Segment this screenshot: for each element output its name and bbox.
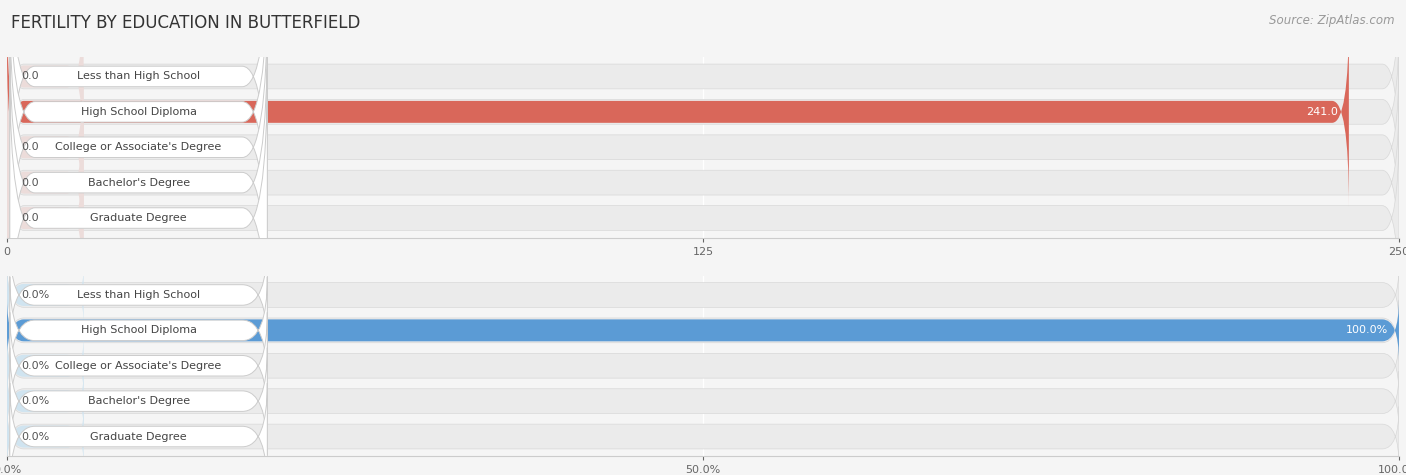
FancyBboxPatch shape: [7, 265, 1399, 325]
FancyBboxPatch shape: [10, 0, 267, 226]
Text: 0.0: 0.0: [21, 213, 38, 223]
FancyBboxPatch shape: [7, 18, 1399, 206]
FancyBboxPatch shape: [7, 123, 83, 313]
FancyBboxPatch shape: [7, 299, 1399, 362]
Text: High School Diploma: High School Diploma: [80, 107, 197, 117]
FancyBboxPatch shape: [10, 0, 267, 296]
Text: 0.0: 0.0: [21, 142, 38, 152]
Text: Graduate Degree: Graduate Degree: [90, 213, 187, 223]
Text: 0.0: 0.0: [21, 71, 38, 82]
Text: 0.0: 0.0: [21, 178, 38, 188]
FancyBboxPatch shape: [7, 89, 1399, 276]
FancyBboxPatch shape: [10, 383, 267, 475]
Text: 0.0%: 0.0%: [21, 361, 49, 371]
FancyBboxPatch shape: [10, 312, 267, 419]
FancyBboxPatch shape: [7, 336, 1399, 396]
FancyBboxPatch shape: [10, 277, 267, 384]
FancyBboxPatch shape: [7, 124, 1399, 312]
FancyBboxPatch shape: [7, 300, 1399, 361]
Text: High School Diploma: High School Diploma: [80, 325, 197, 335]
Text: Less than High School: Less than High School: [77, 71, 200, 82]
FancyBboxPatch shape: [7, 407, 1399, 466]
Text: 0.0%: 0.0%: [21, 396, 49, 406]
Text: Bachelor's Degree: Bachelor's Degree: [87, 396, 190, 406]
FancyBboxPatch shape: [7, 405, 83, 468]
FancyBboxPatch shape: [10, 34, 267, 332]
Text: Graduate Degree: Graduate Degree: [90, 431, 187, 442]
FancyBboxPatch shape: [7, 264, 83, 326]
FancyBboxPatch shape: [7, 371, 1399, 431]
Text: 0.0%: 0.0%: [21, 431, 49, 442]
FancyBboxPatch shape: [7, 54, 1399, 241]
Text: 0.0%: 0.0%: [21, 290, 49, 300]
Text: 241.0: 241.0: [1306, 107, 1337, 117]
FancyBboxPatch shape: [7, 334, 83, 397]
FancyBboxPatch shape: [10, 348, 267, 455]
Text: Bachelor's Degree: Bachelor's Degree: [87, 178, 190, 188]
Text: 100.0%: 100.0%: [1346, 325, 1388, 335]
FancyBboxPatch shape: [10, 0, 267, 261]
FancyBboxPatch shape: [10, 241, 267, 348]
FancyBboxPatch shape: [7, 17, 1348, 207]
FancyBboxPatch shape: [7, 52, 83, 242]
FancyBboxPatch shape: [7, 0, 83, 171]
FancyBboxPatch shape: [7, 87, 83, 278]
FancyBboxPatch shape: [10, 69, 267, 367]
FancyBboxPatch shape: [7, 370, 83, 433]
Text: FERTILITY BY EDUCATION IN BUTTERFIELD: FERTILITY BY EDUCATION IN BUTTERFIELD: [11, 14, 360, 32]
Text: Less than High School: Less than High School: [77, 290, 200, 300]
FancyBboxPatch shape: [7, 0, 1399, 170]
Text: College or Associate's Degree: College or Associate's Degree: [55, 361, 222, 371]
Text: Source: ZipAtlas.com: Source: ZipAtlas.com: [1270, 14, 1395, 27]
Text: College or Associate's Degree: College or Associate's Degree: [55, 142, 222, 152]
